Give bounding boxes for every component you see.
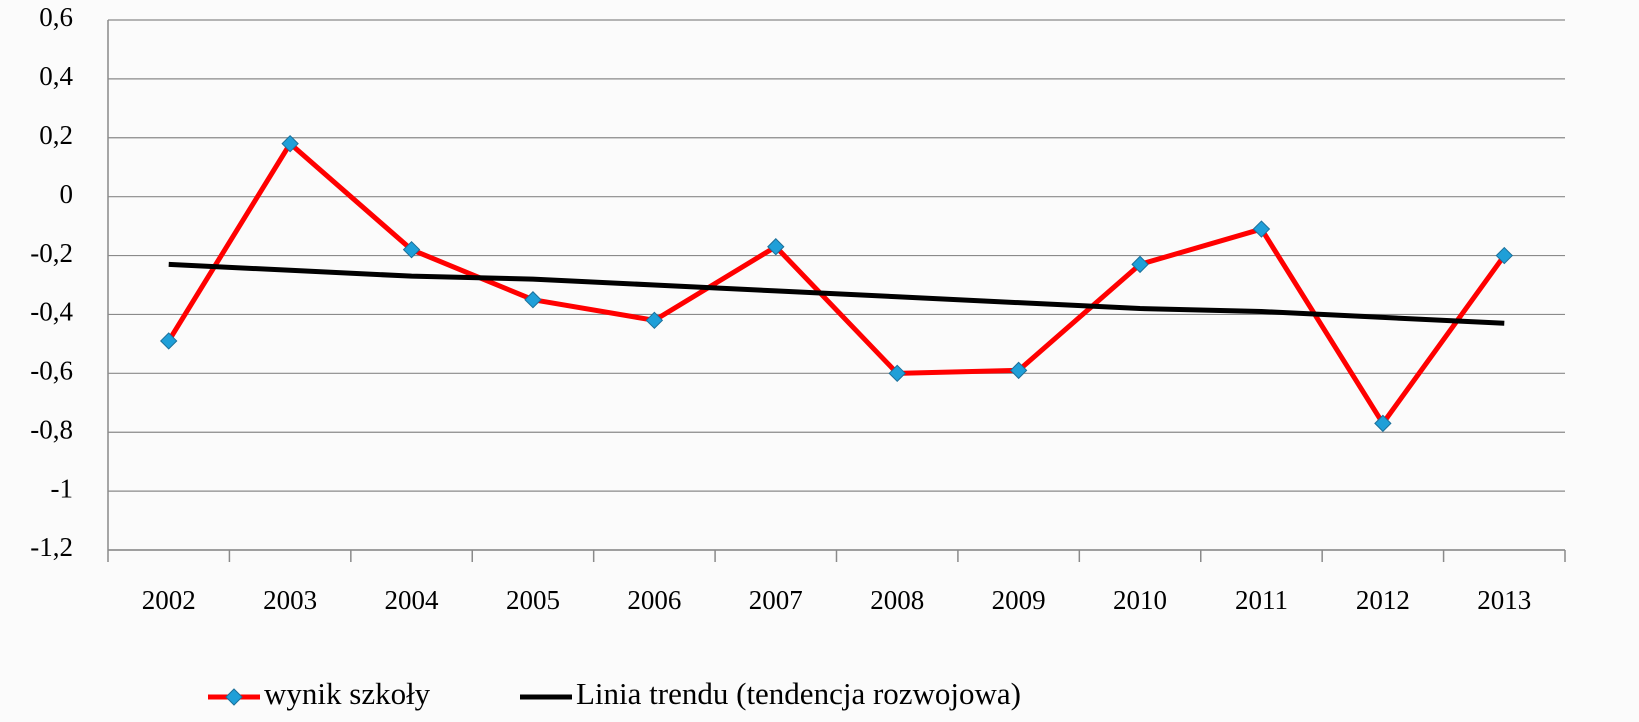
x-tick-label: 2009 xyxy=(992,585,1046,615)
marker xyxy=(160,332,178,350)
marker xyxy=(1009,361,1028,380)
legend-label: Linia trendu (tendencja rozwojowa) xyxy=(576,676,1021,711)
marker xyxy=(524,291,542,309)
x-tick-label: 2002 xyxy=(142,585,196,615)
x-tick-label: 2013 xyxy=(1477,585,1531,615)
x-tick-label: 2007 xyxy=(749,585,803,615)
marker xyxy=(767,238,785,256)
y-tick-label: -0,2 xyxy=(30,238,73,268)
legend-label: wynik szkoły xyxy=(264,676,431,711)
marker xyxy=(645,311,664,330)
x-tick-label: 2005 xyxy=(506,585,560,615)
x-tick-label: 2006 xyxy=(627,585,681,615)
marker xyxy=(1252,220,1271,238)
y-tick-label: -0,6 xyxy=(30,356,73,386)
series-line xyxy=(166,141,1507,426)
x-tick-label: 2008 xyxy=(870,585,924,615)
series-line xyxy=(168,261,1505,326)
marker xyxy=(225,688,243,706)
x-tick-label: 2004 xyxy=(385,585,440,615)
y-tick-label: 0,2 xyxy=(39,120,73,150)
x-tick-label: 2003 xyxy=(263,585,317,615)
x-tick-label: 2011 xyxy=(1235,585,1288,615)
marker xyxy=(1374,414,1392,433)
marker xyxy=(1131,255,1149,274)
y-tick-label: 0,4 xyxy=(39,61,73,91)
marker xyxy=(888,364,906,383)
y-tick-label: -1 xyxy=(51,473,74,503)
y-tick-label: -1,2 xyxy=(30,532,73,562)
y-tick-label: 0,6 xyxy=(39,2,73,32)
y-tick-label: -0,4 xyxy=(30,297,73,327)
x-tick-label: 2012 xyxy=(1356,585,1410,615)
marker xyxy=(402,240,421,259)
x-tick-label: 2010 xyxy=(1113,585,1167,615)
y-tick-label: 0 xyxy=(60,179,74,209)
marker xyxy=(1495,246,1513,265)
y-tick-label: -0,8 xyxy=(30,414,73,444)
marker xyxy=(281,134,299,153)
